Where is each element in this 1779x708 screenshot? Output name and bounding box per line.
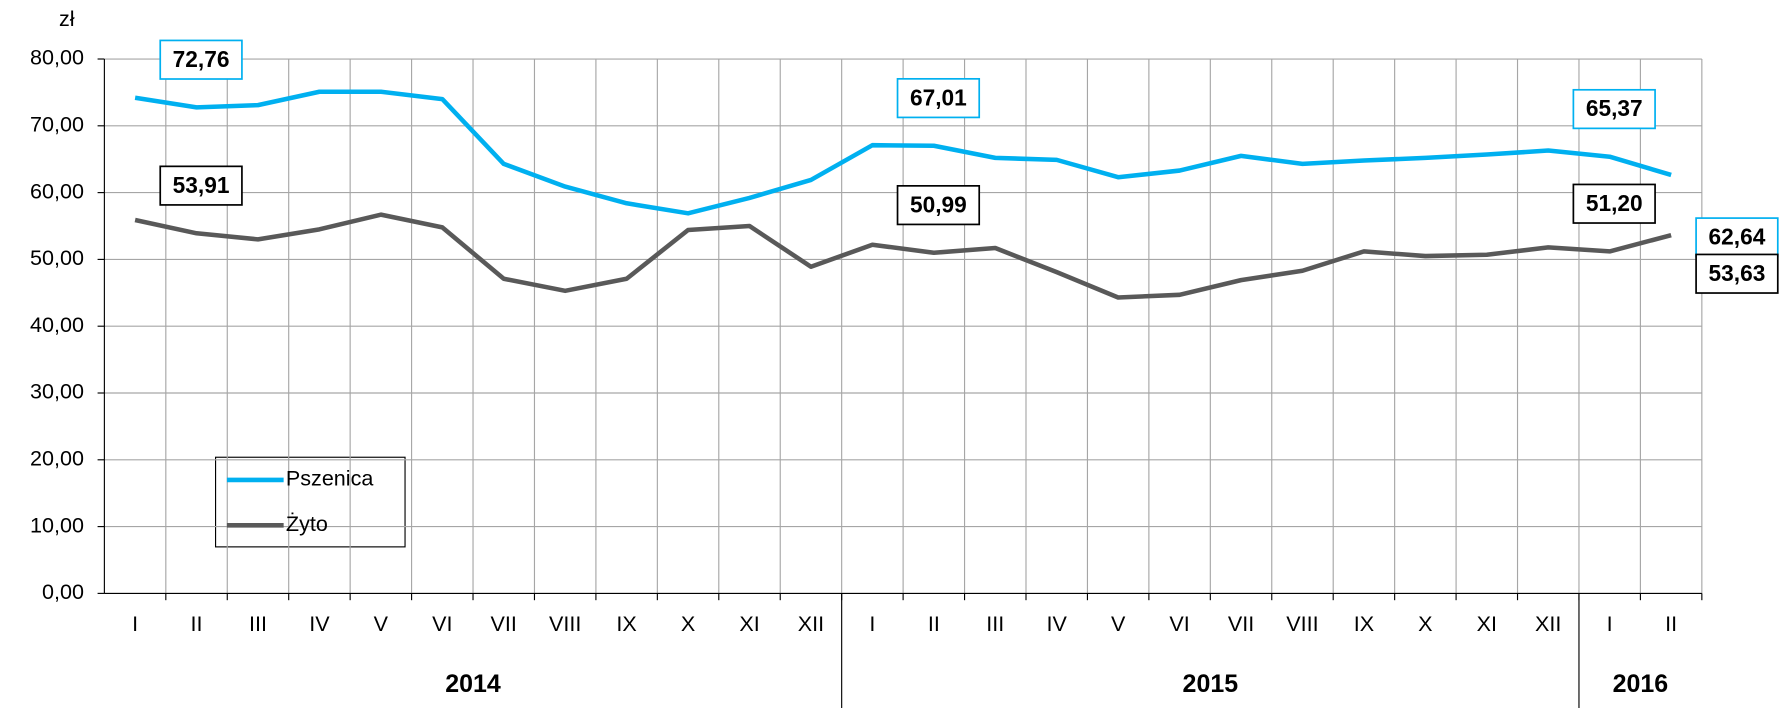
- x-tick-label: IV: [309, 611, 330, 636]
- y-tick-label: 50,00: [30, 245, 84, 270]
- x-tick-label: III: [249, 611, 267, 636]
- y-tick-label: 60,00: [30, 178, 84, 203]
- value-label: 53,91: [173, 172, 230, 198]
- value-label-box: [896, 77, 981, 119]
- x-tick-label: XI: [1477, 611, 1497, 636]
- x-tick-label: XII: [1535, 611, 1561, 636]
- y-tick-label: 80,00: [30, 45, 84, 70]
- y-tick-label: 30,00: [30, 379, 84, 404]
- y-unit: zł: [59, 6, 75, 31]
- x-tick-label: I: [132, 611, 138, 636]
- value-label: 53,63: [1709, 260, 1766, 286]
- y-tick-label: 0,00: [42, 579, 84, 604]
- legend-label: Żyto: [286, 511, 328, 536]
- x-tick-label: VII: [1228, 611, 1254, 636]
- x-tick-label: V: [374, 611, 389, 636]
- legend-label: Pszenica: [286, 466, 373, 491]
- group-label: 2014: [445, 670, 501, 698]
- x-tick-label: I: [869, 611, 875, 636]
- x-tick-label: VIII: [549, 611, 581, 636]
- value-label-box: [159, 39, 243, 80]
- value-label: 72,76: [173, 46, 230, 72]
- value-label-box: [159, 165, 243, 206]
- x-tick-label: XII: [798, 611, 824, 636]
- x-tick-label: IX: [616, 611, 636, 636]
- value-label: 65,37: [1586, 95, 1643, 121]
- x-tick-label: II: [928, 611, 940, 636]
- x-tick-label: VI: [432, 611, 452, 636]
- x-tick-label: I: [1607, 611, 1613, 636]
- x-tick-label: III: [986, 611, 1004, 636]
- x-tick-label: II: [1665, 611, 1677, 636]
- x-tick-label: IX: [1354, 611, 1374, 636]
- y-tick-label: 10,00: [30, 512, 84, 537]
- x-tick-label: XI: [739, 611, 759, 636]
- group-label: 2016: [1613, 670, 1669, 698]
- x-tick-label: VI: [1169, 611, 1189, 636]
- value-label-box: [1695, 253, 1779, 294]
- x-tick-label: VIII: [1286, 611, 1318, 636]
- value-label: 50,99: [910, 191, 967, 217]
- value-label: 51,20: [1586, 190, 1643, 216]
- x-tick-label: X: [681, 611, 695, 636]
- value-label-box: [1572, 183, 1656, 224]
- x-tick-label: II: [191, 611, 203, 636]
- y-tick-label: 40,00: [30, 312, 84, 337]
- group-label: 2015: [1183, 670, 1239, 698]
- value-label-box: [1572, 88, 1656, 130]
- x-tick-label: V: [1111, 611, 1126, 636]
- value-label-box: [1695, 217, 1779, 258]
- y-tick-label: 70,00: [30, 111, 84, 136]
- x-tick-label: X: [1418, 611, 1432, 636]
- x-tick-label: VII: [491, 611, 517, 636]
- series-line: [134, 212, 1672, 300]
- value-label: 62,64: [1709, 224, 1766, 250]
- legend-box: [215, 456, 406, 548]
- series-line: [134, 89, 1672, 216]
- y-tick-label: 20,00: [30, 445, 84, 470]
- x-tick-label: IV: [1047, 611, 1068, 636]
- value-label: 67,01: [910, 84, 967, 110]
- value-label-box: [896, 185, 981, 226]
